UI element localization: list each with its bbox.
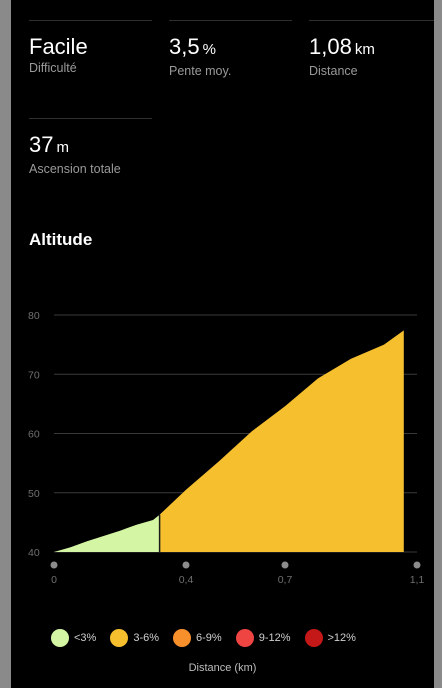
slope-legend: <3% 3-6% 6-9% 9-12% >12% bbox=[51, 628, 421, 648]
stat-value: 3,5% bbox=[169, 34, 216, 59]
divider bbox=[309, 20, 434, 21]
stat-difficulty: Facile Difficulté bbox=[29, 34, 88, 76]
x-tick-marker bbox=[413, 561, 421, 569]
x-tick-marker bbox=[50, 561, 58, 569]
x-axis-title: Distance (km) bbox=[188, 662, 257, 674]
legend-item: 3-6% bbox=[110, 629, 159, 647]
y-tick-label: 40 bbox=[28, 547, 40, 559]
x-tick-marker bbox=[281, 561, 289, 569]
stat-label: Ascension totale bbox=[29, 162, 121, 176]
stat-average-slope: 3,5% Pente moy. bbox=[169, 34, 231, 79]
legend-item: <3% bbox=[51, 629, 96, 647]
altitude-chart: 40 50 60 70 80 0 0,4 0,7 1,1 bbox=[28, 310, 425, 586]
x-tick-label: 1,1 bbox=[410, 574, 425, 586]
legend-item: >12% bbox=[304, 629, 356, 647]
area-segment bbox=[54, 514, 160, 552]
stat-label: Distance bbox=[309, 64, 358, 78]
y-tick-label: 80 bbox=[28, 310, 40, 322]
legend-swatch bbox=[110, 629, 129, 647]
area-segment bbox=[159, 330, 404, 552]
legend-swatch bbox=[51, 629, 69, 647]
y-tick-label: 60 bbox=[28, 429, 40, 441]
legend-label: 6-9% bbox=[196, 632, 222, 644]
y-tick-label: 70 bbox=[28, 369, 40, 381]
stat-total-ascent: 37 m Ascension totale bbox=[29, 132, 121, 177]
stat-value: 1,08 km bbox=[309, 34, 375, 59]
stat-distance: 1,08 km Distance bbox=[309, 34, 375, 79]
legend-item: 9-12% bbox=[235, 629, 291, 647]
legend-swatch bbox=[235, 629, 254, 647]
stat-label: Pente moy. bbox=[169, 64, 232, 78]
x-tick-label: 0,4 bbox=[179, 574, 194, 586]
y-tick-label: 50 bbox=[28, 488, 40, 500]
legend-label: 3-6% bbox=[133, 632, 160, 644]
x-tick-label: 0 bbox=[51, 574, 57, 586]
stat-label: Difficulté bbox=[29, 61, 77, 75]
stat-value: Facile bbox=[29, 34, 88, 59]
section-title: Altitude bbox=[29, 230, 93, 249]
legend-label: 9-12% bbox=[258, 632, 291, 644]
divider bbox=[29, 118, 152, 119]
stat-value: 37 m bbox=[29, 132, 69, 157]
legend-swatch bbox=[304, 629, 323, 647]
divider bbox=[29, 20, 152, 21]
screen: Facile Difficulté 3,5% Pente moy. 1,08 km… bbox=[11, 0, 434, 688]
legend-label: >12% bbox=[327, 632, 356, 644]
divider bbox=[169, 20, 292, 21]
legend-label: <3% bbox=[74, 632, 97, 644]
legend-swatch bbox=[173, 629, 192, 647]
x-tick-marker bbox=[182, 561, 190, 569]
legend-item: 6-9% bbox=[173, 629, 222, 647]
x-tick-label: 0,7 bbox=[278, 574, 293, 586]
